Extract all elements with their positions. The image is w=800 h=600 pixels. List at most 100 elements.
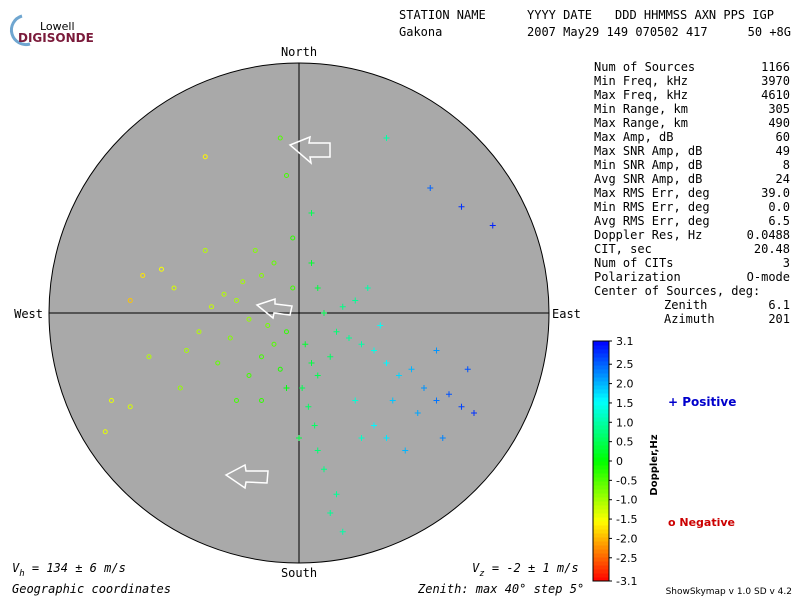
colorbar-tick-label: 2.0 bbox=[616, 378, 634, 391]
header-value: 2007 May29 149 070502 417 bbox=[527, 25, 708, 39]
logo-bottom: DIGISONDE bbox=[18, 31, 94, 45]
colorbar-label: Doppler,Hz bbox=[649, 434, 660, 495]
colorbar-step bbox=[593, 545, 609, 550]
stat-value: 0.0 bbox=[768, 200, 790, 214]
point-negative bbox=[184, 348, 189, 353]
stat-value: 20.48 bbox=[754, 242, 790, 256]
sym: V bbox=[472, 561, 480, 575]
point-positive bbox=[364, 285, 371, 291]
colorbar-step bbox=[593, 577, 609, 582]
stat-value: 201 bbox=[768, 312, 790, 326]
colorbar-step bbox=[593, 517, 609, 522]
header-value: Gakona bbox=[399, 25, 442, 39]
point-positive bbox=[339, 303, 346, 310]
stat-label: Min Range, km bbox=[594, 102, 688, 116]
point-negative bbox=[284, 329, 289, 335]
stat-label: Min Freq, kHz bbox=[594, 74, 688, 88]
point-negative bbox=[284, 173, 289, 178]
colorbar-step bbox=[593, 469, 609, 474]
point-negative bbox=[265, 323, 271, 328]
colorbar-step bbox=[593, 497, 609, 502]
point-negative bbox=[246, 316, 252, 322]
colorbar-step bbox=[593, 461, 609, 466]
colorbar-step bbox=[593, 569, 609, 574]
stat-value: 49 bbox=[776, 144, 790, 158]
legend-label: Positive bbox=[682, 395, 736, 409]
point-positive bbox=[308, 260, 315, 266]
colorbar-step bbox=[593, 417, 609, 422]
stat-value: 4610 bbox=[761, 88, 790, 102]
point-negative bbox=[259, 354, 264, 360]
colorbar-tick-label: -1.5 bbox=[616, 513, 637, 526]
colorbar-step bbox=[593, 413, 609, 418]
point-negative bbox=[127, 404, 133, 410]
stat-label: Num of CITs bbox=[594, 256, 673, 270]
point-negative bbox=[177, 385, 183, 391]
colorbar-tick-label: 1.0 bbox=[616, 416, 634, 429]
point-positive bbox=[299, 385, 306, 391]
point-positive bbox=[464, 366, 471, 373]
point-negative bbox=[234, 398, 239, 403]
colorbar-step bbox=[593, 437, 609, 442]
colorbar-step bbox=[593, 373, 609, 378]
point-negative bbox=[277, 366, 283, 372]
point-negative bbox=[171, 285, 177, 291]
colorbar-tick-label: -2.5 bbox=[616, 552, 637, 565]
point-positive bbox=[377, 322, 384, 329]
txt: = -2 ± 1 m/s bbox=[485, 561, 579, 575]
point-positive bbox=[305, 403, 312, 410]
stat-label: Num of Sources bbox=[594, 60, 695, 74]
colorbar-step bbox=[593, 353, 609, 358]
point-negative bbox=[290, 285, 296, 291]
stat-label: Polarization bbox=[594, 270, 681, 284]
colorbar-step bbox=[593, 573, 609, 578]
stat-label: Center of Sources, deg: bbox=[594, 284, 760, 298]
point-positive bbox=[446, 391, 452, 398]
vh: Vh = 134 ± 6 m/s bbox=[12, 561, 126, 579]
colorbar-step bbox=[593, 421, 609, 426]
colorbar-step bbox=[593, 389, 609, 394]
arrows bbox=[224, 135, 331, 490]
point-positive bbox=[321, 310, 327, 316]
point-negative bbox=[234, 298, 239, 303]
colorbar-step bbox=[593, 357, 609, 362]
point-positive bbox=[383, 435, 390, 441]
zenith: Zenith: max 40° step 5° bbox=[417, 582, 584, 596]
point-positive bbox=[327, 510, 334, 516]
point-negative bbox=[259, 398, 264, 403]
point-positive bbox=[433, 347, 440, 354]
point-negative bbox=[290, 235, 296, 241]
stat-label: Max Range, km bbox=[594, 116, 688, 130]
stat-label: Max RMS Err, deg bbox=[594, 186, 710, 200]
point-positive bbox=[371, 347, 377, 354]
legend-label: Negative bbox=[679, 516, 735, 529]
point-positive bbox=[408, 366, 415, 373]
colorbar-step bbox=[593, 349, 609, 354]
colorbar-step bbox=[593, 401, 609, 406]
colorbar-step bbox=[593, 565, 609, 570]
colorbar-tick-label: -2.0 bbox=[616, 532, 637, 545]
point-positive bbox=[383, 135, 390, 141]
point-positive bbox=[308, 210, 315, 216]
point-positive bbox=[311, 422, 318, 429]
colorbar-step bbox=[593, 509, 609, 514]
point-negative bbox=[271, 341, 277, 347]
colorbar-step bbox=[593, 457, 609, 462]
colorbar-step bbox=[593, 405, 609, 410]
point-positive bbox=[458, 203, 465, 210]
point-negative bbox=[140, 273, 146, 278]
stat-value: 8 bbox=[783, 158, 790, 172]
point-positive bbox=[414, 410, 421, 416]
stat-value: 60 bbox=[776, 130, 790, 144]
logo: Lowell DIGISONDE bbox=[9, 14, 94, 47]
colorbar: 3.1 2.5 2.0 1.5 1.0 0.5 0 -0.5 -1.0 -1.5 -2.0 -2.5 -… bbox=[592, 335, 637, 588]
point-positive bbox=[339, 528, 346, 535]
point-positive bbox=[421, 385, 427, 391]
colorbar-tick-label: 2.5 bbox=[616, 358, 634, 371]
stat-value: 24 bbox=[776, 172, 790, 186]
stat-value: 3970 bbox=[761, 74, 790, 88]
point-negative bbox=[246, 373, 252, 378]
txt: = 134 ± 6 m/s bbox=[25, 561, 126, 575]
